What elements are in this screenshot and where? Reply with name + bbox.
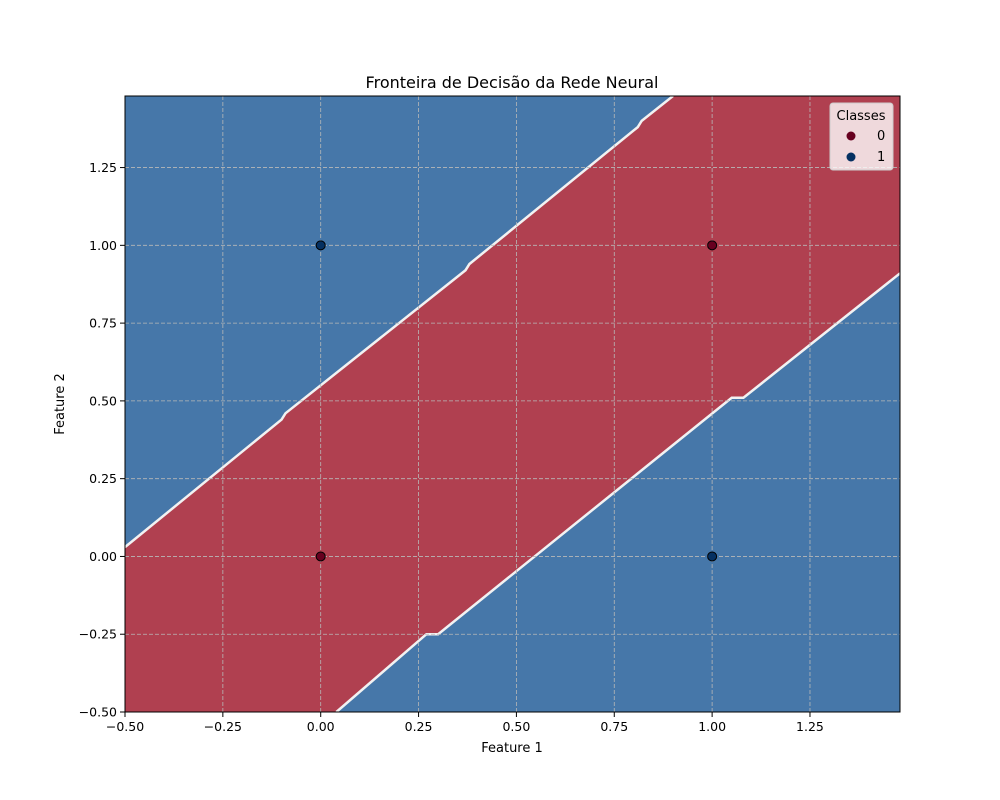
data-points <box>315 240 718 562</box>
x-tick-label-3: 0.25 <box>405 719 433 734</box>
grid-lines <box>125 96 900 712</box>
legend: Classes 0 1 <box>829 102 894 171</box>
data-point-3 <box>707 240 718 251</box>
x-axis: −0.50 −0.25 0.00 0.25 0.50 0.75 1.00 1.25 <box>106 712 824 734</box>
y-axis-label: Feature 2 <box>53 373 68 435</box>
y-tick-label-7: 1.25 <box>89 160 117 175</box>
legend-box <box>829 102 894 171</box>
data-point-0 <box>315 551 326 562</box>
decision-boundary-upper <box>125 96 674 549</box>
x-tick-label-0: −0.50 <box>106 719 144 734</box>
y-tick-label-6: 1.00 <box>89 238 117 253</box>
plot-area <box>124 95 901 713</box>
data-point-2 <box>707 551 718 562</box>
x-tick-label-7: 1.25 <box>796 719 824 734</box>
legend-label-class-1: 1 <box>877 150 885 165</box>
plot-frame <box>124 95 901 713</box>
chart-title: Fronteira de Decisão da Rede Neural <box>366 73 659 92</box>
legend-label-class-0: 0 <box>877 129 885 144</box>
y-tick-label-3: 0.25 <box>89 471 117 486</box>
legend-marker-class-1 <box>846 152 856 162</box>
legend-title: Classes <box>837 109 886 124</box>
legend-marker-class-0 <box>846 131 856 141</box>
x-tick-label-4: 0.50 <box>502 719 530 734</box>
data-point-1 <box>315 240 326 251</box>
decision-boundary-lower <box>335 272 900 712</box>
y-tick-label-4: 0.50 <box>89 393 117 408</box>
y-axis: −0.50 −0.25 0.00 0.25 0.50 0.75 1.00 1.25 <box>79 160 125 720</box>
x-tick-label-5: 0.75 <box>600 719 628 734</box>
y-tick-label-1: −0.25 <box>79 627 117 642</box>
y-tick-label-0: −0.50 <box>79 705 117 720</box>
x-tick-label-2: 0.00 <box>307 719 335 734</box>
x-tick-label-1: −0.25 <box>204 719 242 734</box>
x-axis-label: Feature 1 <box>481 741 543 756</box>
x-tick-label-6: 1.00 <box>698 719 726 734</box>
y-tick-label-2: 0.00 <box>89 549 117 564</box>
y-tick-label-5: 0.75 <box>89 316 117 331</box>
